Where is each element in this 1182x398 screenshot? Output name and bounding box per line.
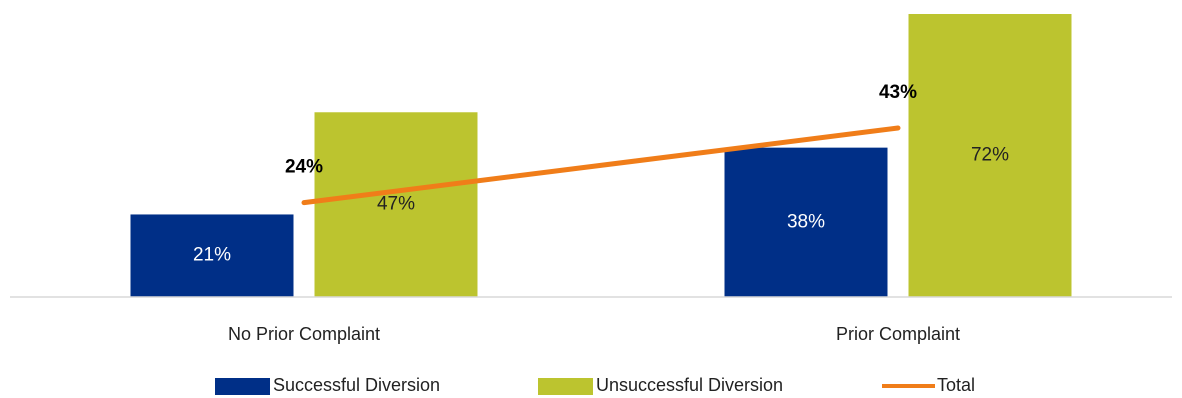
- legend-swatch-unsuccessful-diversion: [538, 378, 593, 395]
- bar-value-label-unsuccessful-diversion-no-prior-complaint: 47%: [377, 194, 415, 215]
- category-label-no-prior-complaint: No Prior Complaint: [228, 324, 380, 344]
- category-labels: No Prior Complaint Prior Complaint: [228, 324, 960, 344]
- plot-area: 21% 47% 38% 72% 24% 43%: [130, 14, 1072, 297]
- total-value-label-prior-complaint: 43%: [879, 82, 917, 103]
- legend: Successful Diversion Unsuccessful Divers…: [215, 375, 975, 395]
- line-total: [301, 125, 901, 206]
- legend-label-unsuccessful-diversion: Unsuccessful Diversion: [596, 375, 783, 395]
- bar-successful-diversion-prior-complaint: [724, 147, 888, 297]
- bar-unsuccessful-diversion-prior-complaint: [908, 14, 1072, 297]
- legend-label-total: Total: [937, 375, 975, 395]
- total-value-label-no-prior-complaint: 24%: [285, 157, 323, 178]
- bar-value-label-successful-diversion-no-prior-complaint: 21%: [193, 245, 231, 266]
- bar-unsuccessful-diversion-no-prior-complaint: [314, 112, 478, 297]
- legend-label-successful-diversion: Successful Diversion: [273, 375, 440, 395]
- category-label-prior-complaint: Prior Complaint: [836, 324, 960, 344]
- bar-value-label-successful-diversion-prior-complaint: 38%: [787, 211, 825, 232]
- bar-value-label-unsuccessful-diversion-prior-complaint: 72%: [971, 145, 1009, 166]
- bar-successful-diversion-no-prior-complaint: [130, 214, 294, 297]
- legend-swatch-successful-diversion: [215, 378, 270, 395]
